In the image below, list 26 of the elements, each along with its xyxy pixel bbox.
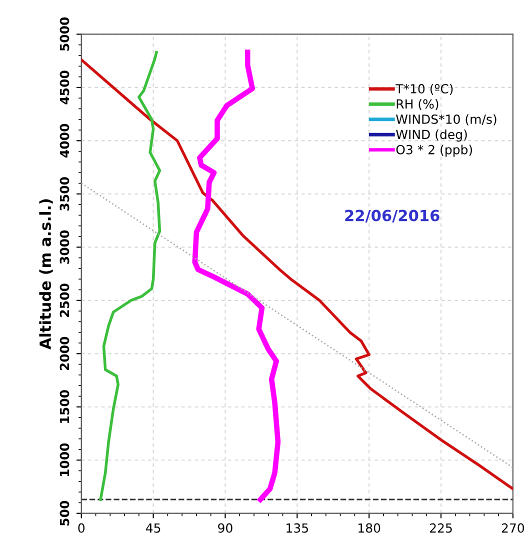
y-tick-label: 1000	[60, 443, 70, 476]
y-tick-label: 500	[60, 500, 70, 526]
legend-label: WINDS*10 (m/s)	[396, 114, 496, 126]
x-tick-label: 0	[78, 523, 85, 533]
legend-label: T*10 (ºC)	[396, 84, 453, 95]
x-tick-label: 135	[286, 523, 308, 533]
legend-label: RH (%)	[396, 99, 438, 110]
y-tick-label: 4000	[60, 124, 70, 158]
y-tick-label: 1500	[60, 390, 70, 423]
y-tick-label: 4500	[60, 70, 70, 104]
x-tick-label: 270	[502, 523, 524, 533]
y-tick-label: 5000	[60, 17, 70, 51]
line-series	[81, 58, 513, 490]
y-tick-label: 2000	[60, 336, 70, 370]
annotation: 22/06/2016	[345, 210, 440, 223]
y-tick-label: 3500	[60, 177, 70, 210]
line-series	[99, 50, 162, 501]
x-tick-label: 225	[430, 523, 452, 533]
x-tick-label: 45	[146, 523, 160, 533]
legend-label: WIND (deg)	[396, 129, 467, 142]
x-tick-label: 90	[218, 523, 232, 533]
y-tick-label: 2500	[60, 284, 70, 317]
y-axis-title: Altitude (m a.s.l.)	[39, 199, 53, 350]
y-tick-label: 3000	[60, 230, 70, 264]
x-tick-label: 180	[358, 523, 380, 533]
legend-label: O3 * 2 (ppb)	[396, 144, 472, 157]
